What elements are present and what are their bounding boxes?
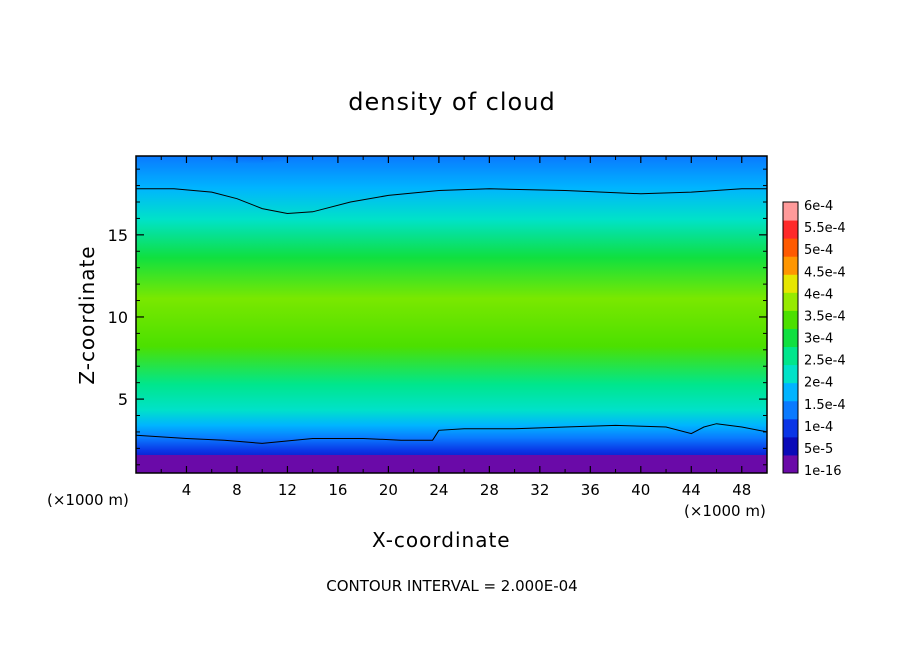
y-unit-label: (×1000 m)	[47, 491, 129, 509]
colorbar-swatch	[783, 202, 798, 221]
colorbar-swatch	[783, 310, 798, 329]
x-unit-label: (×1000 m)	[684, 502, 766, 520]
x-tick-label: 4	[182, 481, 192, 499]
colorbar-swatch	[783, 418, 798, 438]
y-tick-label: 10	[108, 308, 128, 327]
density-field	[136, 156, 767, 473]
x-tick-label: 12	[278, 481, 297, 499]
colorbar-label: 1e-16	[804, 464, 842, 479]
colorbar-label: 3e-4	[804, 332, 833, 347]
colorbar-frame	[782, 201, 799, 474]
x-tick-label: 44	[682, 481, 701, 499]
x-tick-label: 32	[530, 481, 549, 499]
x-tick-label: 24	[429, 481, 448, 499]
y-tick-label: 5	[118, 390, 128, 409]
x-tick-label: 8	[232, 481, 242, 499]
colorbar-swatch	[783, 436, 798, 456]
colorbar: 1e-16 5e-5 1e-4 1.5e-4 2e-4 2.5e-4 3e-4 3.5e-4 4…	[782, 199, 846, 479]
bottom-band	[136, 455, 767, 473]
chart-title: density of cloud	[348, 88, 556, 116]
colorbar-label: 1e-4	[804, 420, 833, 435]
colorbar-swatch	[783, 400, 798, 420]
x-tick-label: 20	[379, 481, 398, 499]
colorbar-swatch	[783, 256, 798, 275]
colorbar-label: 5e-4	[804, 243, 833, 258]
colorbar-label: 6e-4	[804, 199, 833, 214]
colorbar-swatch	[783, 220, 798, 239]
colorbar-swatch	[783, 274, 798, 293]
colorbar-swatch	[783, 382, 798, 402]
colorbar-swatch	[783, 346, 798, 366]
colorbar-label: 1.5e-4	[804, 398, 846, 413]
colorbar-label: 5e-5	[804, 442, 833, 457]
contour-interval-note: CONTOUR INTERVAL = 2.000E-04	[326, 577, 578, 595]
contour-lines	[136, 188, 767, 444]
colorbar-label: 2e-4	[804, 376, 833, 391]
colorbar-swatch	[783, 454, 798, 474]
low-density-patch	[185, 156, 325, 186]
x-tick-label: 48	[732, 481, 751, 499]
x-axis: 4 8 12 16 20 24 28 32 36 40 44 48	[160, 156, 751, 499]
colorbar-swatch	[783, 328, 798, 348]
colorbar-label: 5.5e-4	[804, 221, 846, 236]
x-tick-label: 16	[328, 481, 347, 499]
y-axis: 5 10 15	[108, 168, 767, 466]
x-tick-label: 28	[480, 481, 499, 499]
colorbar-label: 3.5e-4	[804, 309, 846, 324]
colorbar-label: 2.5e-4	[804, 354, 846, 369]
x-tick-label: 40	[631, 481, 650, 499]
colorbar-label: 4e-4	[804, 287, 833, 302]
colorbar-swatch	[783, 364, 798, 384]
colorbar-swatch	[783, 292, 798, 311]
colorbar-label: 4.5e-4	[804, 265, 846, 280]
x-tick-label: 36	[581, 481, 600, 499]
colorbar-swatch	[783, 238, 798, 257]
y-tick-label: 15	[108, 226, 128, 245]
x-axis-title: X-coordinate	[372, 528, 511, 552]
plot-frame	[135, 155, 768, 474]
contour-line	[136, 423, 767, 444]
contour-line	[136, 188, 767, 215]
